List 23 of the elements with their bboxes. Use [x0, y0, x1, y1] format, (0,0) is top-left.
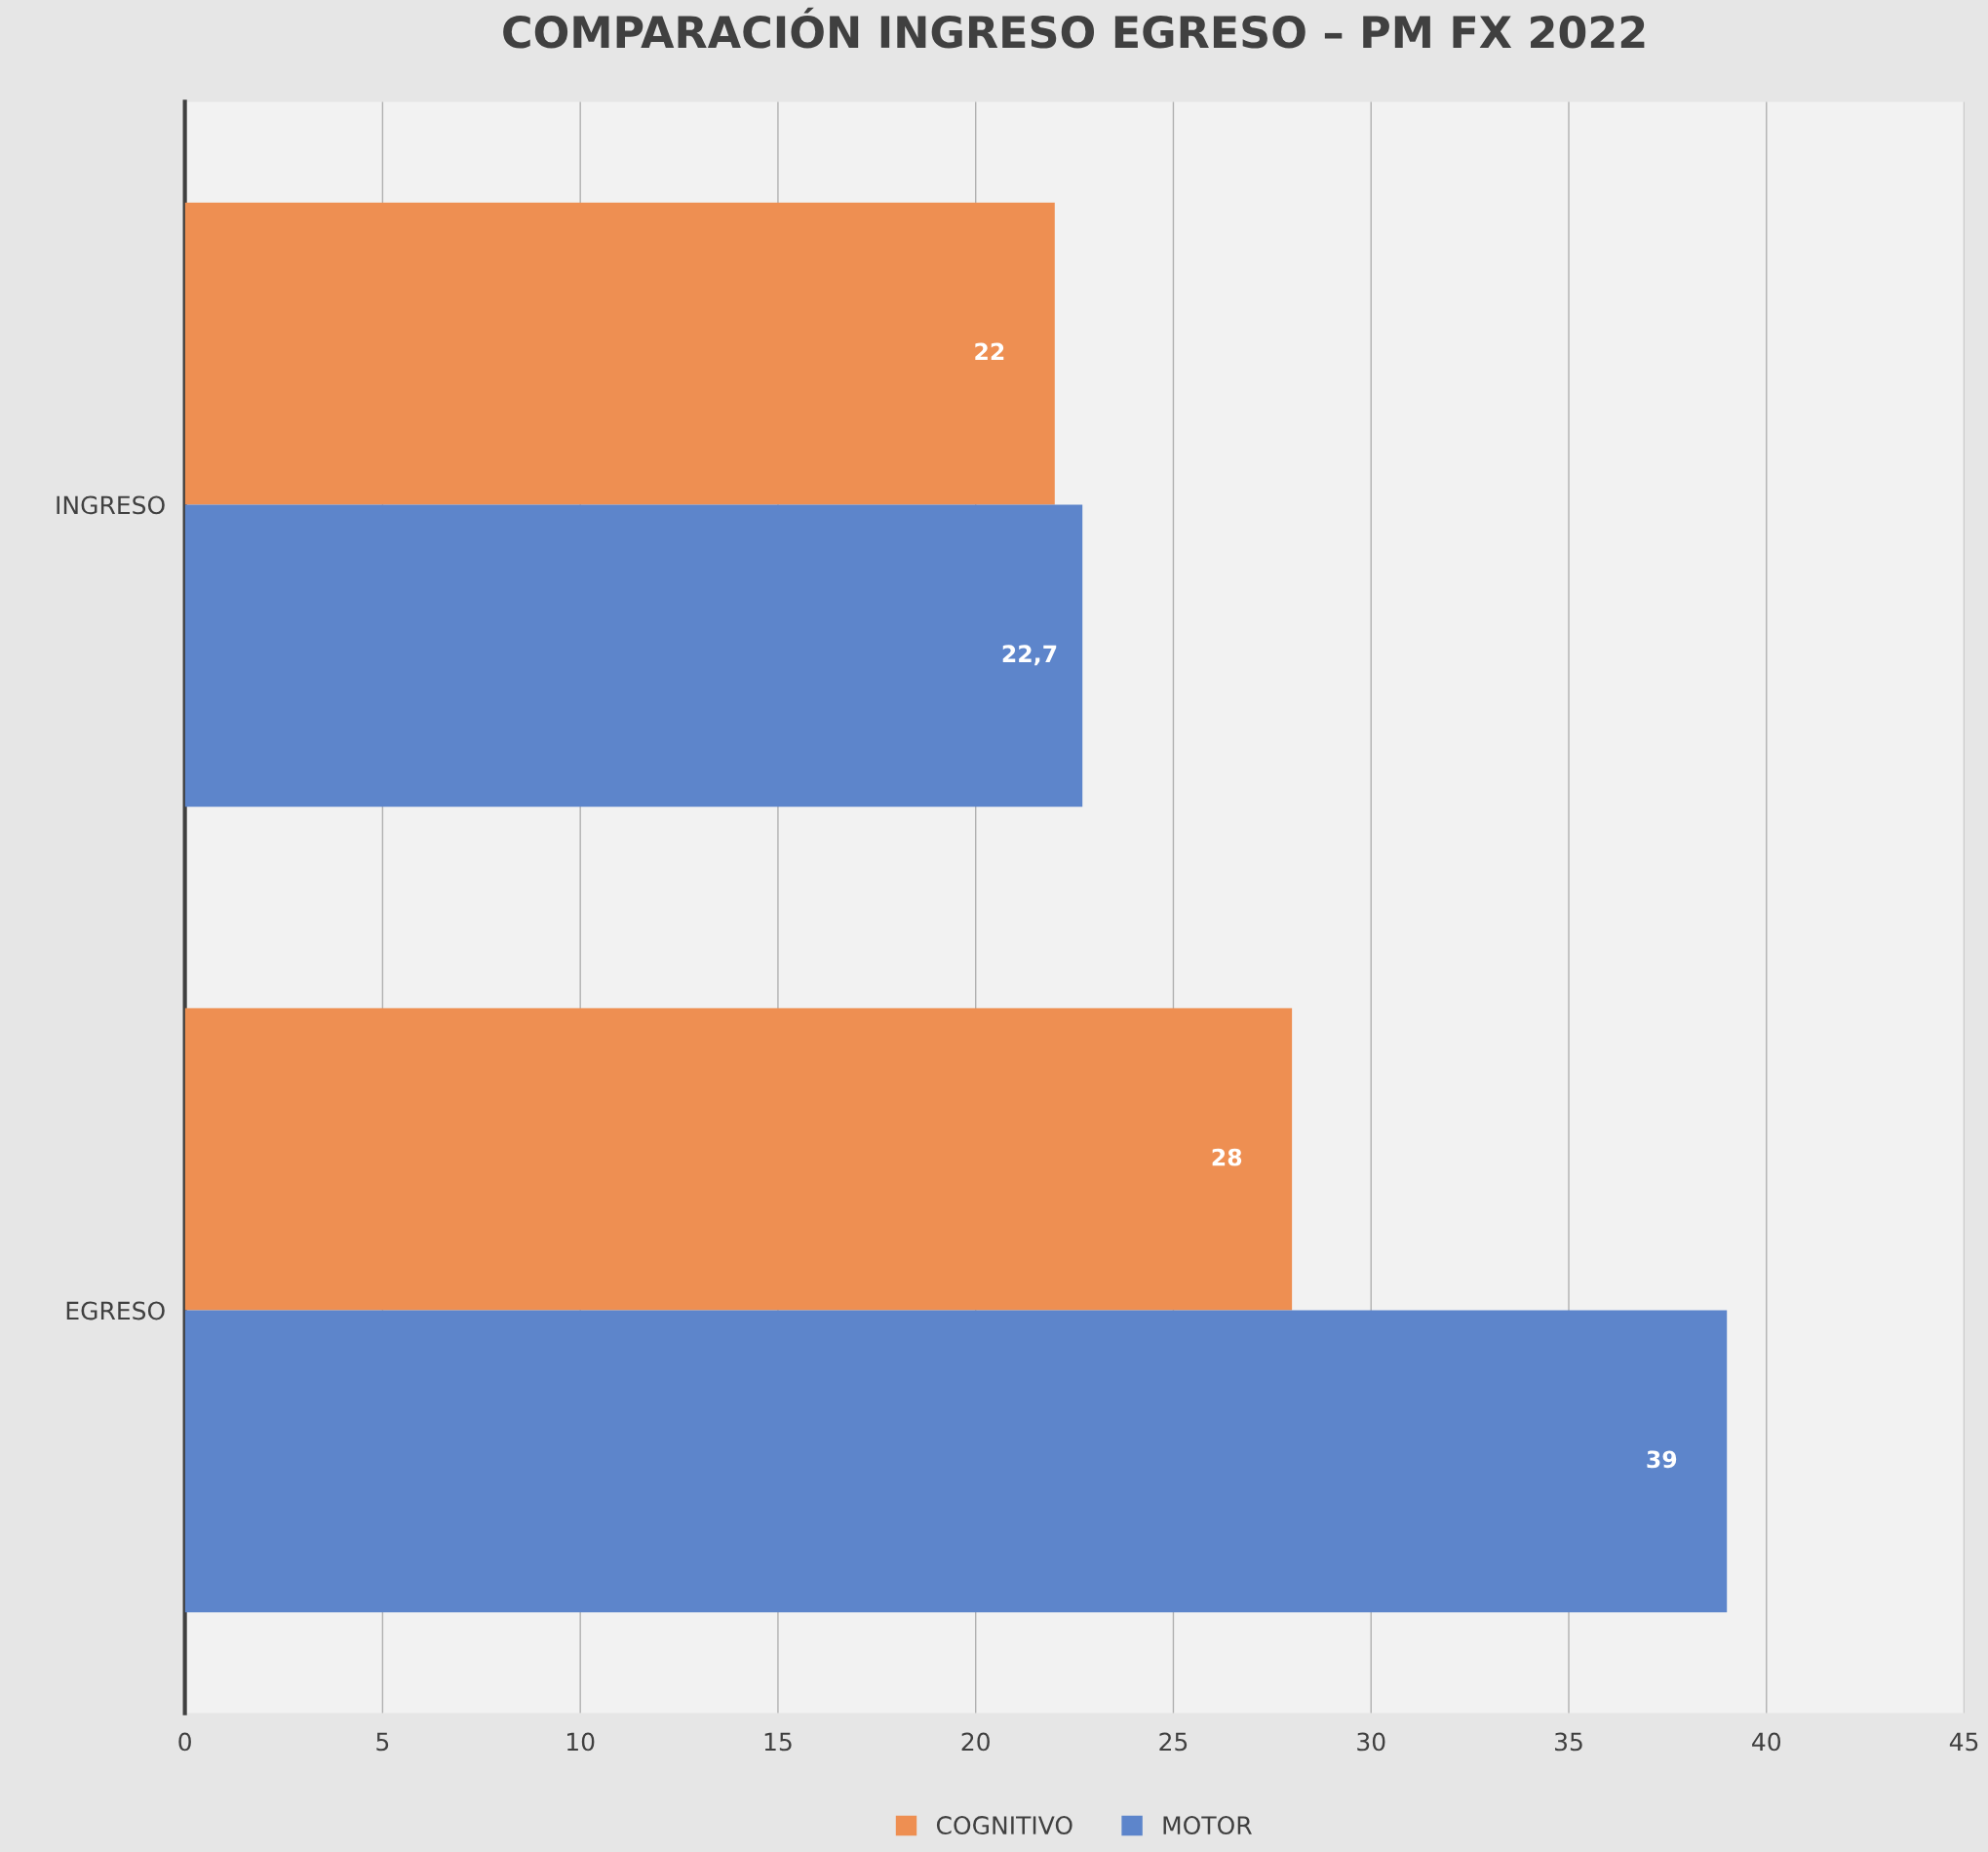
x-tick-label: 45 — [1949, 1732, 1978, 1752]
data-label: 39 — [1647, 1450, 1677, 1469]
bar — [184, 1310, 1728, 1613]
y-tick-label: EGRESO — [66, 1301, 165, 1320]
x-tick-label: 30 — [1357, 1732, 1385, 1752]
x-tick-label: 25 — [1159, 1732, 1188, 1752]
x-tick-label: 0 — [178, 1732, 191, 1752]
bar — [184, 1007, 1293, 1311]
x-tick-label: 40 — [1752, 1732, 1781, 1752]
legend-label: COGNITIVO — [936, 1816, 1072, 1835]
bar — [184, 504, 1083, 808]
bar — [184, 202, 1055, 505]
data-label: 22,7 — [1002, 645, 1057, 666]
x-tick-label: 10 — [567, 1732, 595, 1752]
x-tick-label: 35 — [1555, 1732, 1582, 1752]
y-tick-label: INGRESO — [57, 495, 165, 515]
data-label: 28 — [1212, 1148, 1242, 1166]
chart-title: COMPARACIÓN INGRESO EGRESO – PM FX 2022 — [503, 7, 1645, 49]
x-tick-label: 5 — [376, 1732, 389, 1752]
data-label: 22 — [975, 342, 1004, 361]
x-tick-label: 15 — [764, 1732, 792, 1752]
legend-label: MOTOR — [1163, 1816, 1252, 1835]
x-tick-label: 20 — [961, 1732, 990, 1752]
